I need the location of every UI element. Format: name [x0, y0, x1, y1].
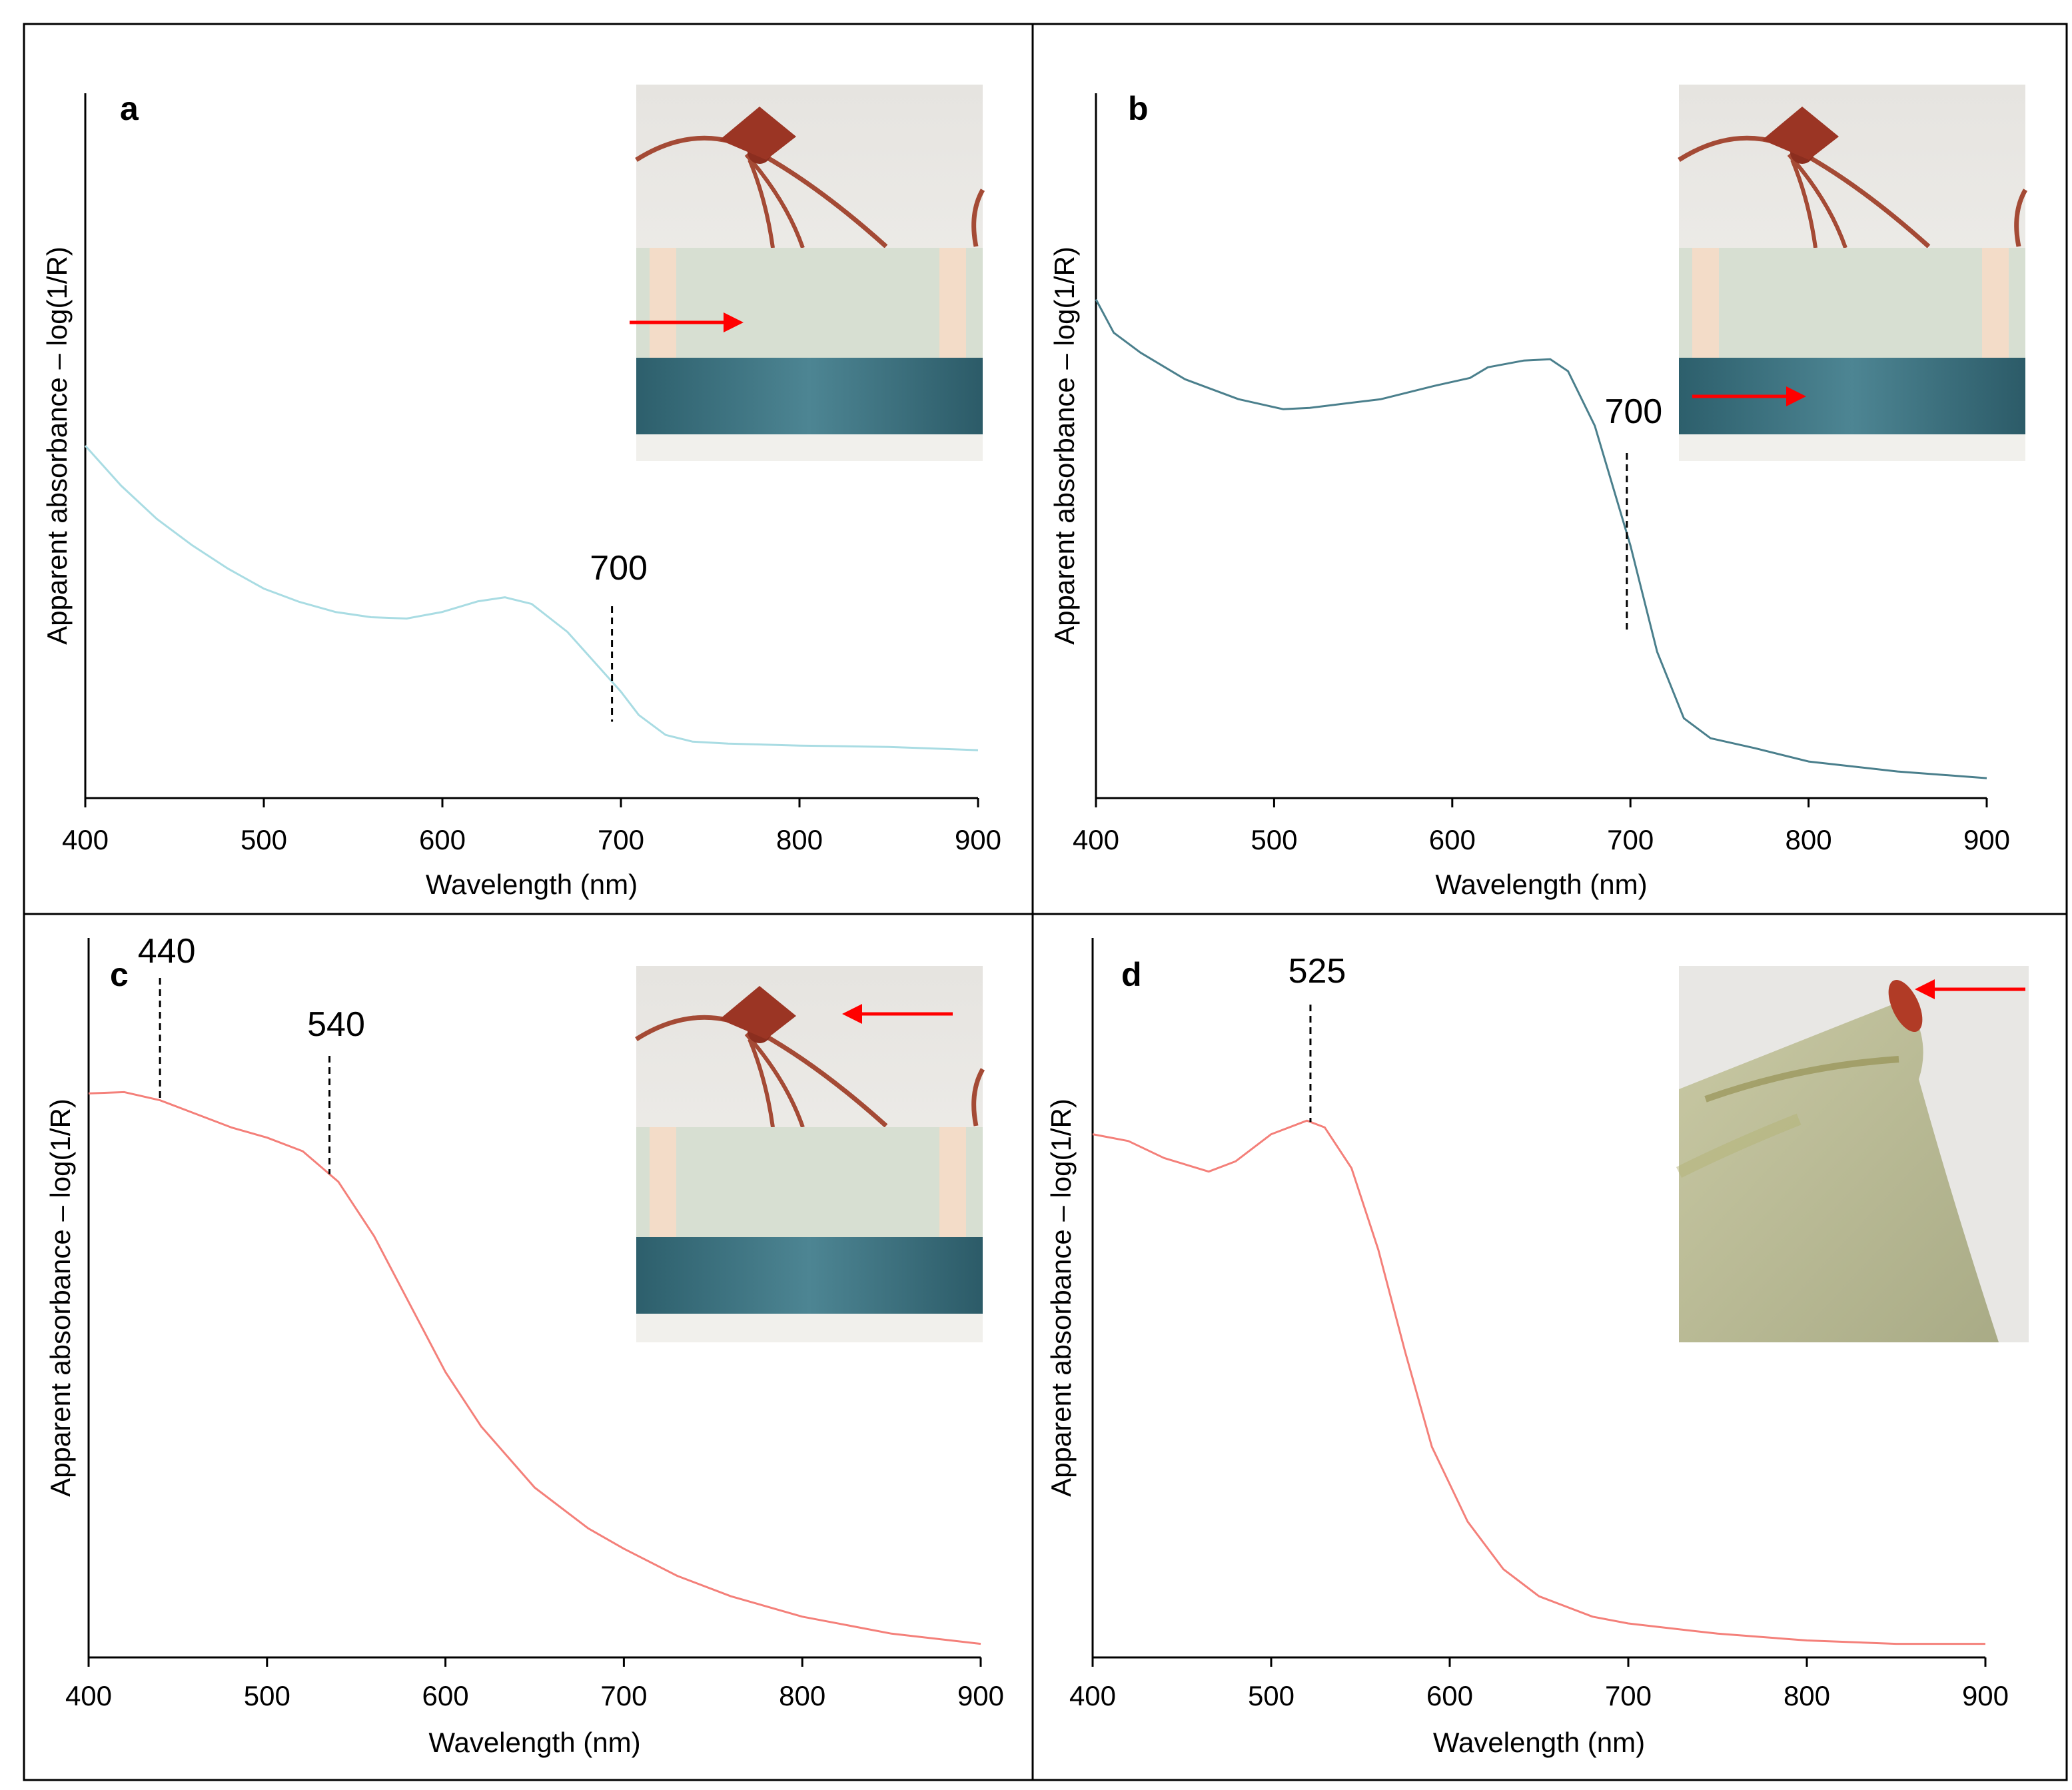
panel-c-x-tick-label: 700 — [600, 1680, 647, 1711]
panel-c-x-axis-label: Wavelength (nm) — [428, 1727, 640, 1758]
panel-d-x-tick-label: 500 — [1248, 1680, 1295, 1711]
panel-a-inset-photo — [630, 85, 985, 461]
panel-a: 400 500 600 700 800 900 Wavelength (nm) Apparen… — [41, 85, 1001, 900]
panel-d: 400 500 600 700 800 900 Wavelength (nm) Apparen… — [1045, 938, 2029, 1758]
panel-b-x-tick-label: 600 — [1429, 824, 1476, 855]
panel-d-x-tick-label: 700 — [1605, 1680, 1652, 1711]
panel-d-x-tick-label: 900 — [1962, 1680, 2009, 1711]
panel-b-x-tick-label: 800 — [1786, 824, 1832, 855]
panel-a-x-tick-label: 700 — [598, 824, 644, 855]
panel-a-y-axis-label: Apparent absorbance – log(1/R) — [41, 246, 73, 645]
panel-a-x-tick-label: 500 — [241, 824, 287, 855]
panel-d-series-line — [1092, 1119, 1985, 1645]
panel-c-annotation-label: 440 — [138, 932, 196, 971]
panel-d-y-axis-label: Apparent absorbance – log(1/R) — [1045, 1099, 1077, 1497]
panel-b: 400 500 600 700 800 900 Wavelength (nm) Apparen… — [1049, 85, 2028, 900]
panel-d-x-tick-label: 400 — [1069, 1680, 1116, 1711]
panel-a-annotation-label: 700 — [590, 549, 648, 588]
panel-a-x-axis-label: Wavelength (nm) — [426, 869, 638, 900]
panel-b-axes: 400 500 600 700 800 900 Wavelength (nm) Apparen… — [1049, 93, 2010, 900]
panel-b-x-tick-label: 500 — [1251, 824, 1297, 855]
panel-c-annotation-label: 540 — [307, 1005, 365, 1044]
panel-a-x-tick-label: 600 — [419, 824, 466, 855]
panel-a-x-tick-label: 400 — [62, 824, 109, 855]
panel-c-x-tick-label: 500 — [244, 1680, 290, 1711]
panel-c-label: c — [110, 956, 129, 993]
panel-a-x-tick-label: 800 — [776, 824, 823, 855]
panel-d-x-tick-label: 600 — [1426, 1680, 1473, 1711]
panel-c-y-axis-label: Apparent absorbance – log(1/R) — [45, 1099, 76, 1497]
panel-b-series-line — [1095, 298, 1987, 779]
panel-a-series-line — [84, 445, 979, 751]
panel-b-annotation-label: 700 — [1604, 392, 1662, 431]
panel-b-x-tick-label: 900 — [1963, 824, 2010, 855]
panel-c-x-tick-label: 600 — [422, 1680, 469, 1711]
panel-c-x-tick-label: 900 — [957, 1680, 1004, 1711]
panel-c-series-line — [88, 1091, 981, 1645]
panel-b-inset-photo — [1678, 85, 2028, 461]
panel-b-label: b — [1128, 90, 1149, 127]
panel-a-label: a — [120, 90, 139, 127]
panel-d-axes: 400 500 600 700 800 900 Wavelength (nm) Apparen… — [1045, 938, 2009, 1758]
panel-b-y-axis-label: Apparent absorbance – log(1/R) — [1049, 246, 1080, 645]
panel-d-inset-photo — [1676, 966, 2029, 1342]
panel-c-axes: 400 500 600 700 800 900 Wavelength (nm) Apparen… — [45, 932, 1004, 1758]
panel-b-x-axis-label: Wavelength (nm) — [1435, 869, 1647, 900]
panel-d-x-tick-label: 800 — [1784, 1680, 1830, 1711]
panel-d-label: d — [1121, 956, 1142, 993]
figure-frame — [23, 23, 2068, 1781]
panel-c: 400 500 600 700 800 900 Wavelength (nm) Apparen… — [45, 932, 1004, 1758]
panel-a-x-tick-label: 900 — [955, 824, 1001, 855]
panel-d-x-axis-label: Wavelength (nm) — [1433, 1727, 1645, 1758]
panel-c-x-tick-label: 400 — [65, 1680, 112, 1711]
panel-b-x-tick-label: 400 — [1073, 824, 1119, 855]
panel-a-axes: 400 500 600 700 800 900 Wavelength (nm) Apparen… — [41, 93, 1001, 900]
panel-b-x-tick-label: 700 — [1607, 824, 1654, 855]
panel-d-annotation-label: 525 — [1289, 952, 1346, 991]
panel-c-inset-photo — [635, 966, 985, 1342]
panel-c-x-tick-label: 800 — [779, 1680, 825, 1711]
